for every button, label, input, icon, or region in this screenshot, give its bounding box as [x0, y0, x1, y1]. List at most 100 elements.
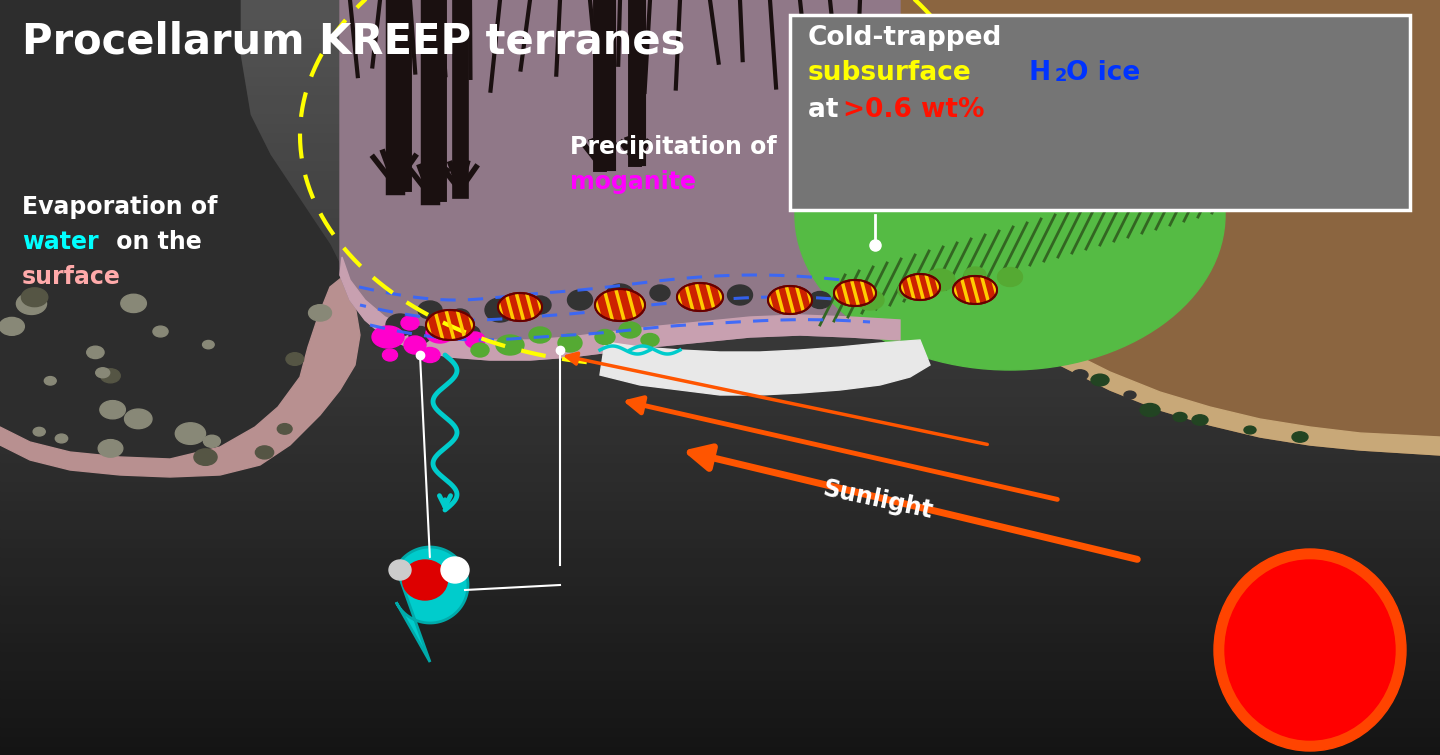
Ellipse shape	[559, 334, 582, 352]
Text: Precipitation of: Precipitation of	[570, 135, 776, 159]
Bar	[0, 140, 1440, 151]
Ellipse shape	[900, 274, 940, 300]
Bar	[0, 197, 1440, 208]
Ellipse shape	[45, 377, 56, 385]
Ellipse shape	[1192, 414, 1208, 425]
Ellipse shape	[1244, 426, 1256, 434]
Ellipse shape	[441, 557, 469, 583]
Bar	[0, 27, 1440, 38]
Ellipse shape	[471, 343, 490, 357]
Ellipse shape	[485, 298, 516, 322]
Polygon shape	[900, 257, 1440, 455]
Bar	[0, 537, 1440, 547]
Ellipse shape	[176, 423, 206, 445]
Bar	[0, 282, 1440, 292]
Bar	[0, 688, 1440, 698]
Ellipse shape	[649, 285, 670, 301]
Ellipse shape	[22, 288, 48, 307]
Bar	[0, 396, 1440, 406]
Bar	[0, 433, 1440, 444]
Ellipse shape	[287, 353, 304, 365]
Ellipse shape	[688, 283, 711, 301]
Ellipse shape	[809, 291, 831, 309]
Bar	[0, 414, 1440, 424]
Bar	[0, 547, 1440, 557]
Ellipse shape	[124, 409, 153, 429]
Ellipse shape	[409, 326, 431, 344]
Bar	[0, 131, 1440, 142]
Bar	[0, 424, 1440, 434]
Text: 2: 2	[1056, 67, 1067, 85]
Polygon shape	[0, 0, 360, 477]
Bar	[0, 744, 1440, 755]
Ellipse shape	[99, 401, 125, 419]
Ellipse shape	[924, 269, 955, 291]
Bar	[0, 254, 1440, 264]
Ellipse shape	[16, 293, 46, 314]
Bar	[0, 273, 1440, 283]
Bar	[0, 641, 1440, 651]
Text: Evaporation of: Evaporation of	[22, 195, 217, 219]
Text: H: H	[1020, 60, 1051, 86]
Bar	[0, 593, 1440, 604]
Bar	[0, 46, 1440, 57]
Text: surface: surface	[22, 265, 121, 289]
Ellipse shape	[498, 293, 541, 321]
Ellipse shape	[372, 333, 389, 347]
Bar	[0, 358, 1440, 368]
Bar	[0, 565, 1440, 575]
Bar	[0, 367, 1440, 378]
Bar	[0, 386, 1440, 396]
Bar	[0, 169, 1440, 180]
Ellipse shape	[389, 560, 410, 580]
Bar	[0, 698, 1440, 708]
Bar	[0, 84, 1440, 94]
Bar	[0, 56, 1440, 66]
Bar	[0, 103, 1440, 113]
Ellipse shape	[1214, 549, 1405, 751]
Ellipse shape	[641, 334, 660, 347]
Ellipse shape	[998, 267, 1022, 286]
Bar	[0, 735, 1440, 746]
Bar	[0, 226, 1440, 236]
Ellipse shape	[426, 310, 474, 340]
Text: on the: on the	[108, 230, 202, 254]
Bar	[0, 122, 1440, 132]
Bar	[0, 679, 1440, 689]
Ellipse shape	[595, 329, 615, 344]
Bar	[0, 405, 1440, 415]
Ellipse shape	[619, 322, 641, 338]
Ellipse shape	[834, 280, 876, 306]
Bar	[0, 461, 1440, 472]
Bar	[0, 442, 1440, 453]
Bar	[0, 471, 1440, 482]
Ellipse shape	[95, 368, 109, 378]
Ellipse shape	[595, 289, 645, 321]
Ellipse shape	[101, 368, 120, 383]
Ellipse shape	[203, 435, 220, 447]
Ellipse shape	[418, 301, 442, 319]
Ellipse shape	[1140, 403, 1161, 417]
Bar	[0, 480, 1440, 491]
Text: subsurface: subsurface	[808, 60, 972, 86]
Ellipse shape	[0, 317, 24, 335]
Bar	[0, 18, 1440, 28]
Ellipse shape	[400, 316, 419, 330]
Ellipse shape	[403, 560, 448, 600]
Text: Sunlight: Sunlight	[819, 476, 935, 523]
Bar	[0, 575, 1440, 585]
Ellipse shape	[383, 349, 397, 361]
Bar	[0, 310, 1440, 321]
FancyBboxPatch shape	[791, 15, 1410, 210]
Ellipse shape	[308, 305, 331, 321]
Ellipse shape	[528, 296, 552, 314]
Ellipse shape	[1225, 560, 1395, 740]
Polygon shape	[600, 340, 930, 395]
Text: O ice: O ice	[1066, 60, 1140, 86]
Ellipse shape	[567, 290, 592, 310]
Ellipse shape	[194, 449, 217, 465]
Bar	[0, 65, 1440, 76]
Bar	[0, 150, 1440, 161]
Ellipse shape	[770, 290, 789, 304]
Text: Procellarum KREEP terranes: Procellarum KREEP terranes	[22, 20, 685, 62]
